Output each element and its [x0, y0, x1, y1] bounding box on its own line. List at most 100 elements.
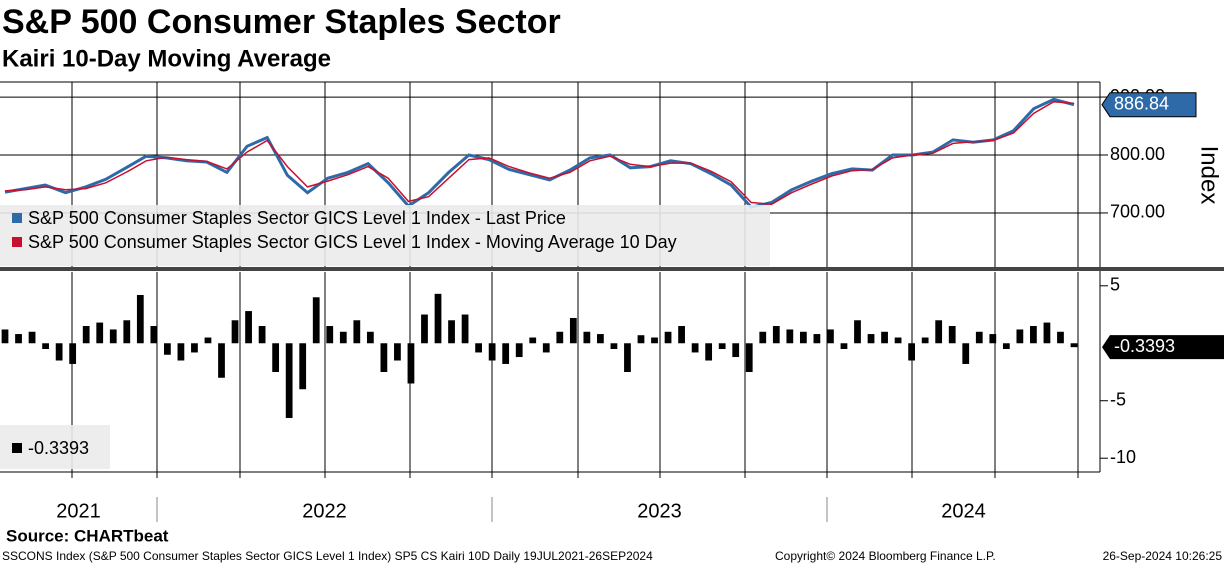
bar — [962, 343, 970, 364]
bar — [312, 297, 320, 344]
bar — [542, 343, 550, 353]
bar — [191, 343, 198, 353]
bar — [15, 334, 22, 344]
bar — [908, 343, 916, 361]
bar — [732, 343, 740, 358]
bar — [948, 326, 956, 344]
bar — [434, 293, 442, 344]
bar — [69, 343, 77, 364]
bar — [150, 326, 158, 344]
panel-separator — [0, 267, 1224, 271]
bar — [1016, 329, 1024, 344]
bar — [691, 343, 699, 353]
price-line — [4, 100, 1075, 206]
bar — [867, 334, 875, 344]
bar — [569, 317, 577, 344]
bar — [285, 343, 293, 418]
x-tick-label: 2023 — [637, 500, 682, 522]
last-value-box — [1102, 335, 1224, 360]
bar — [258, 326, 266, 344]
bar — [177, 343, 185, 361]
bar — [136, 294, 144, 344]
bar — [556, 331, 564, 344]
bar — [597, 334, 604, 344]
y-tick-label: 800.00 — [1110, 144, 1165, 164]
bar — [421, 314, 428, 344]
legend-label: S&P 500 Consumer Staples Sector GICS Lev… — [28, 208, 566, 228]
bar — [407, 343, 415, 384]
bar — [840, 343, 848, 350]
bar — [759, 331, 767, 344]
bar — [637, 335, 645, 344]
bar — [245, 311, 252, 344]
bar — [299, 343, 307, 390]
legend-label: -0.3393 — [28, 438, 89, 458]
legend-swatch — [12, 237, 22, 247]
bar — [461, 314, 469, 344]
legend-box — [0, 205, 770, 266]
bar — [894, 337, 902, 344]
bar — [475, 343, 482, 353]
bar — [529, 337, 537, 344]
y-tick-label: 700.00 — [1110, 202, 1165, 222]
bar — [718, 343, 726, 350]
bar — [204, 337, 212, 344]
y-tick-label: -5 — [1110, 389, 1126, 409]
bar — [515, 343, 523, 358]
bar — [82, 326, 90, 344]
source: Source: CHARTbeat — [6, 526, 169, 545]
bar — [651, 337, 658, 344]
bar — [1030, 326, 1037, 344]
bar — [394, 343, 401, 361]
bar — [28, 331, 36, 344]
timestamp: 26-Sep-2024 10:26:25 — [1103, 549, 1223, 563]
price-line — [4, 97, 1075, 209]
bar — [1070, 343, 1078, 348]
bar — [380, 343, 388, 372]
bar — [231, 320, 239, 344]
bar — [55, 343, 63, 361]
bar — [989, 334, 997, 344]
bar — [1057, 331, 1064, 344]
y-tick-label: 5 — [1110, 275, 1120, 295]
bar — [96, 322, 104, 344]
bar — [583, 331, 591, 344]
x-tick-label: 2022 — [302, 500, 347, 522]
bar — [881, 331, 888, 344]
bar — [42, 343, 49, 350]
bar — [975, 331, 983, 344]
bar — [678, 326, 685, 344]
bar — [326, 326, 334, 344]
bar — [854, 320, 861, 344]
bar — [488, 343, 496, 361]
bar — [1002, 343, 1010, 350]
bar — [502, 343, 510, 364]
bar — [935, 320, 943, 344]
bar — [448, 320, 455, 344]
legend-label: S&P 500 Consumer Staples Sector GICS Lev… — [28, 232, 677, 252]
bar — [123, 320, 131, 344]
legend-swatch — [12, 213, 22, 223]
x-tick-label: 2024 — [941, 500, 986, 522]
bar — [705, 343, 713, 361]
legend-swatch — [12, 443, 22, 453]
x-tick-label: 2021 — [56, 500, 101, 522]
bar — [163, 343, 171, 355]
last-value-label: 886.84 — [1114, 93, 1169, 113]
bar — [353, 320, 361, 344]
bar — [218, 343, 225, 378]
bar — [272, 343, 280, 372]
y-axis-label: Index — [1196, 146, 1223, 205]
bar — [1043, 322, 1051, 344]
last-value-label: -0.3393 — [1114, 336, 1175, 356]
chart-subtitle: Kairi 10-Day Moving Average — [2, 45, 331, 72]
bar — [921, 337, 929, 344]
bar — [827, 329, 834, 344]
bar — [1, 329, 9, 344]
bar — [624, 343, 631, 372]
bar — [610, 343, 618, 350]
bar — [799, 331, 807, 344]
bar — [664, 331, 672, 344]
bar — [772, 326, 780, 344]
